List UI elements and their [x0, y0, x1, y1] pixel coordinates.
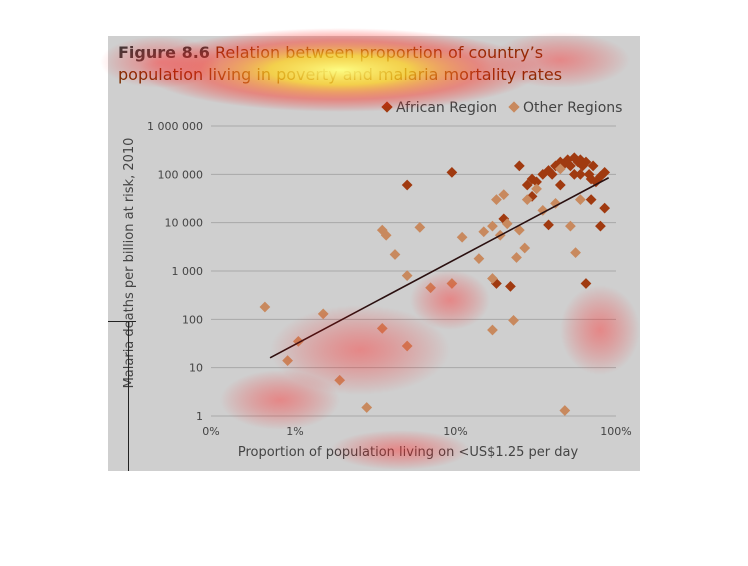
other-regions-point-18 — [487, 220, 498, 232]
african-region-point-32 — [505, 281, 516, 292]
other-regions-point-33 — [559, 405, 571, 416]
african-region-point-27 — [543, 219, 554, 231]
african-region-point-5 — [531, 176, 542, 188]
african-region-point-21 — [587, 160, 599, 172]
y-tick-label-1: 10 — [189, 362, 203, 375]
y-axis-label: Malaria deaths per billion at risk, 2010 — [122, 138, 137, 389]
y-tick-label-2: 100 — [182, 313, 203, 326]
african-region-point-31 — [580, 278, 592, 289]
african-region-point-26 — [568, 168, 580, 180]
trendline — [269, 177, 610, 359]
other-regions-point-1 — [282, 355, 293, 366]
other-regions-point-13 — [425, 282, 436, 294]
data-points — [259, 152, 611, 416]
y-tick-label-4: 10 000 — [165, 217, 204, 230]
y-tick-label-5: 100 000 — [158, 168, 204, 181]
african-region-point-30 — [599, 202, 611, 214]
other-regions-point-11 — [401, 270, 413, 282]
x-tick-label-3: 100% — [600, 425, 631, 438]
african-region-point-8 — [546, 168, 558, 180]
other-regions-point-35 — [570, 247, 581, 258]
other-regions-point-29 — [521, 194, 533, 205]
legend-label-other-regions: Other Regions — [523, 100, 622, 116]
x-tick-label-2: 10% — [443, 425, 467, 438]
other-regions-point-7 — [380, 229, 392, 241]
chart-figure: Figure 8.6 Relation between proportion o… — [108, 36, 640, 471]
african-region-point-29 — [595, 220, 606, 232]
other-regions-point-34 — [565, 220, 576, 232]
other-regions-point-36 — [575, 194, 586, 205]
other-regions-point-16 — [473, 253, 485, 265]
legend-marker-other-regions — [508, 101, 520, 113]
other-regions-point-21 — [491, 194, 502, 205]
other-regions-point-14 — [446, 278, 458, 289]
other-regions-point-3 — [317, 308, 329, 320]
legend-marker-african-region — [381, 101, 393, 113]
x-axis-label: Proportion of population living on <US$1… — [238, 445, 579, 460]
other-regions-point-15 — [456, 231, 468, 243]
other-regions-point-0 — [259, 301, 271, 313]
y-tick-label-3: 1 000 — [172, 265, 204, 278]
other-regions-point-8 — [389, 249, 401, 260]
other-regions-point-37 — [554, 163, 566, 175]
african-region-point-28 — [585, 194, 597, 205]
legend: African Region Other Regions — [381, 100, 622, 116]
other-regions-point-24 — [501, 218, 513, 230]
chart-plot: 1 10 100 1 000 10 000 100 000 1 000 000 0% 1% 10%… — [122, 100, 632, 460]
x-tick-label-0: 0% — [202, 425, 219, 438]
african-region-point-24 — [599, 166, 611, 178]
african-region-point-3 — [521, 179, 533, 191]
other-regions-point-17 — [478, 226, 490, 238]
african-region-point-13 — [565, 160, 576, 172]
cursor-crosshair-vertical — [128, 321, 129, 471]
other-regions-point-25 — [508, 315, 519, 326]
cursor-crosshair-horizontal — [108, 321, 136, 322]
african-region-point-0 — [401, 179, 413, 191]
other-regions-point-12 — [414, 221, 426, 233]
legend-label-african-region: African Region — [396, 100, 497, 116]
other-regions-point-28 — [519, 242, 531, 254]
y-tick-label-6: 1 000 000 — [147, 120, 203, 133]
other-regions-point-5 — [361, 402, 373, 413]
other-regions-point-20 — [487, 324, 498, 336]
african-region-point-1 — [446, 166, 458, 178]
x-tick-label-1: 1% — [286, 425, 303, 438]
other-regions-point-23 — [498, 189, 510, 201]
y-tick-label-0: 1 — [196, 410, 203, 423]
african-region-point-25 — [554, 179, 566, 191]
other-regions-point-9 — [376, 323, 388, 334]
other-regions-point-26 — [511, 252, 522, 263]
other-regions-point-4 — [334, 374, 346, 386]
african-region-point-36 — [575, 168, 586, 180]
african-region-point-2 — [513, 160, 525, 172]
other-regions-point-30 — [531, 183, 542, 195]
other-regions-point-10 — [401, 340, 413, 352]
